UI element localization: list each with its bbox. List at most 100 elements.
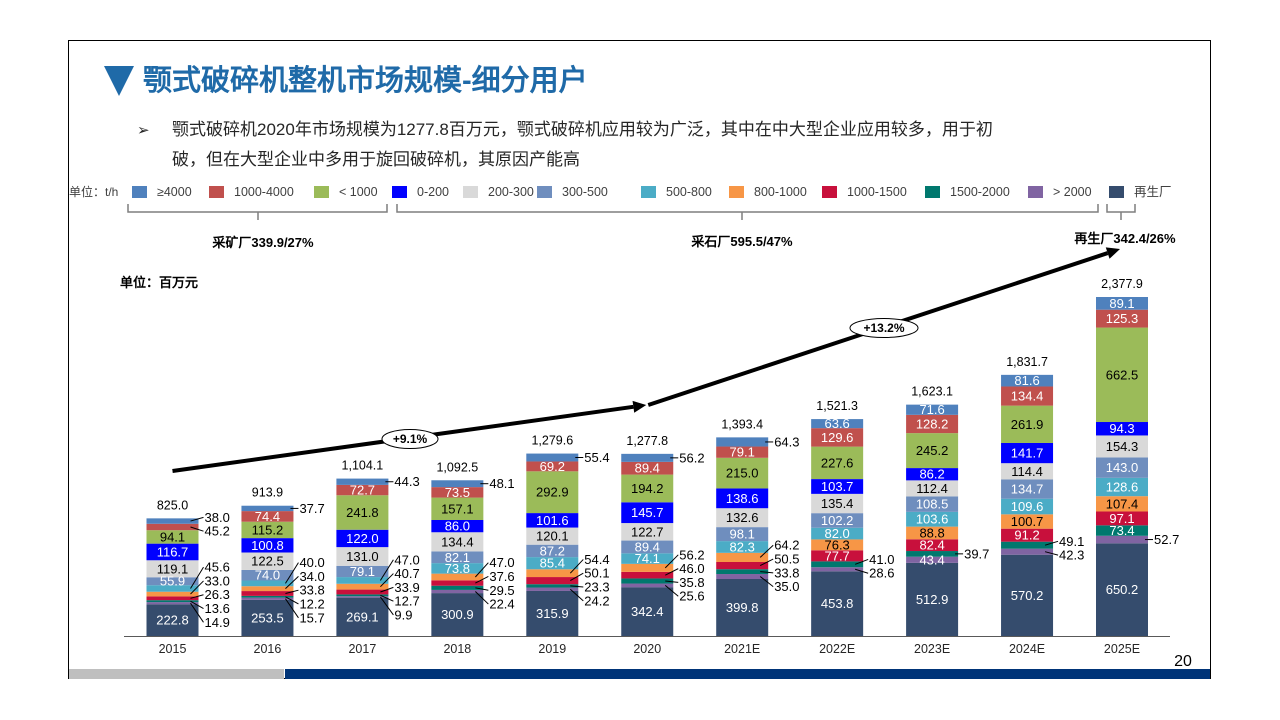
leader-line — [379, 596, 394, 616]
segment-label: 102.2 — [821, 513, 854, 528]
arrowhead-icon — [1105, 247, 1120, 259]
segment-label: 56.2 — [679, 450, 704, 465]
bar-segment — [621, 578, 674, 584]
legend-swatch — [925, 186, 940, 198]
bar-segment — [811, 479, 864, 494]
segment-label: 12.2 — [299, 596, 324, 611]
legend-unit-label: 单位：t/h — [69, 184, 118, 199]
segment-label: 89.1 — [1109, 296, 1134, 311]
segment-label: 77.7 — [824, 548, 849, 563]
leader-line — [285, 576, 299, 590]
legend-swatch — [209, 186, 224, 198]
leader-line — [285, 598, 299, 619]
x-tick-label: 2020 — [633, 642, 661, 656]
bar-segment — [716, 437, 769, 447]
x-tick-label: 2022E — [819, 642, 855, 656]
segment-label: 39.7 — [964, 546, 989, 561]
segment-label: 241.8 — [346, 505, 379, 520]
bar-segment — [336, 577, 389, 584]
bar-segment — [241, 599, 294, 636]
group-label-recycling: 再生厂342.4/26% — [1074, 231, 1176, 246]
leader-line — [285, 562, 299, 584]
bar-segment — [716, 574, 769, 580]
segment-label: 115.2 — [252, 522, 284, 537]
leader-line — [190, 526, 204, 532]
segment-label: 49.1 — [1059, 534, 1084, 549]
bar-segment — [336, 589, 389, 595]
legend-item: ≥4000 — [132, 185, 192, 199]
page-title: 颚式破碎机整机市场规模-细分用户 — [143, 65, 588, 97]
segment-label: 52.7 — [1154, 532, 1179, 547]
bar-segment — [526, 527, 579, 545]
legend: ≥4000 1000-4000 < 1000 0-200 200-300 300-500 5… — [132, 185, 1172, 199]
bar-segment — [716, 579, 769, 636]
bar-segment — [431, 573, 484, 581]
segment-label: 12.7 — [394, 594, 419, 609]
title-triangle-icon — [104, 66, 134, 96]
bar-segment — [1001, 386, 1054, 406]
legend-label: 1500-2000 — [950, 185, 1010, 199]
bar-segment — [811, 428, 864, 447]
leader-line — [190, 580, 204, 595]
segment-label: 9.9 — [394, 607, 412, 622]
total-label: 1,279.6 — [531, 434, 573, 448]
bar-segment — [906, 539, 959, 552]
x-tick-label: 2019 — [538, 642, 566, 656]
segment-label: 131.0 — [346, 549, 379, 564]
segment-label: 14.9 — [205, 615, 230, 630]
group-label-quarry: 采石厂595.5/47% — [690, 234, 793, 249]
total-label: 913.9 — [252, 486, 283, 500]
segment-label: 89.4 — [635, 461, 660, 476]
segment-label: 134.7 — [1011, 482, 1044, 497]
segment-label: 103.7 — [821, 479, 854, 494]
bar-segment — [906, 433, 959, 469]
segment-label: 43.4 — [919, 552, 944, 567]
segment-label: 512.9 — [916, 592, 949, 607]
segment-label: 269.1 — [346, 609, 379, 624]
segment-label: 15.7 — [299, 610, 324, 625]
segment-label: 145.7 — [631, 505, 664, 520]
segment-label: 63.6 — [824, 416, 849, 431]
segment-label: 253.5 — [251, 610, 284, 625]
bar-segment — [1096, 477, 1148, 497]
segment-label: 342.4 — [631, 604, 664, 619]
segment-label: 650.2 — [1106, 582, 1139, 597]
segment-label: 29.5 — [489, 583, 514, 598]
bar-segment — [621, 461, 674, 475]
segment-label: 33.0 — [205, 573, 230, 588]
leader-line — [664, 554, 679, 569]
footer-bar-gray — [69, 669, 284, 679]
bar-segment — [146, 600, 199, 603]
bar-segment — [1096, 309, 1148, 328]
segment-label: 134.4 — [441, 534, 474, 549]
segment-label: 71.6 — [919, 402, 944, 417]
data-labels: 222.855.9119.1116.794.145.633.026.313.61… — [156, 277, 1179, 656]
legend-label: 300-500 — [562, 185, 608, 199]
legend-item: 500-800 — [641, 185, 712, 199]
cagr-label: +9.1% — [393, 432, 428, 446]
bar-segment — [241, 521, 294, 539]
bracket-recycling — [1106, 204, 1136, 220]
legend-item: > 2000 — [1028, 185, 1092, 199]
legend-label: 0-200 — [417, 185, 449, 199]
bar-segment — [1001, 548, 1054, 555]
bar-segment — [241, 538, 294, 553]
segment-label: 570.2 — [1011, 588, 1044, 603]
segment-label: 13.6 — [205, 601, 230, 616]
bar-segment — [906, 511, 959, 527]
leader-line — [190, 600, 204, 609]
segment-label: 132.6 — [726, 510, 759, 525]
bar-segment — [906, 496, 959, 512]
legend-swatch — [1028, 186, 1043, 198]
leader-line — [664, 584, 679, 597]
segment-label: 33.9 — [394, 580, 419, 595]
segment-label: 134.4 — [1011, 389, 1044, 404]
segment-label: 245.2 — [916, 443, 949, 458]
bracket-quarry — [396, 204, 1099, 220]
bar-segment — [241, 595, 294, 598]
bar-segment — [431, 519, 484, 533]
bar-segment — [906, 404, 959, 415]
bar-segment — [1096, 327, 1148, 423]
segment-label: 50.1 — [584, 566, 609, 581]
bar-segment — [1001, 374, 1054, 387]
